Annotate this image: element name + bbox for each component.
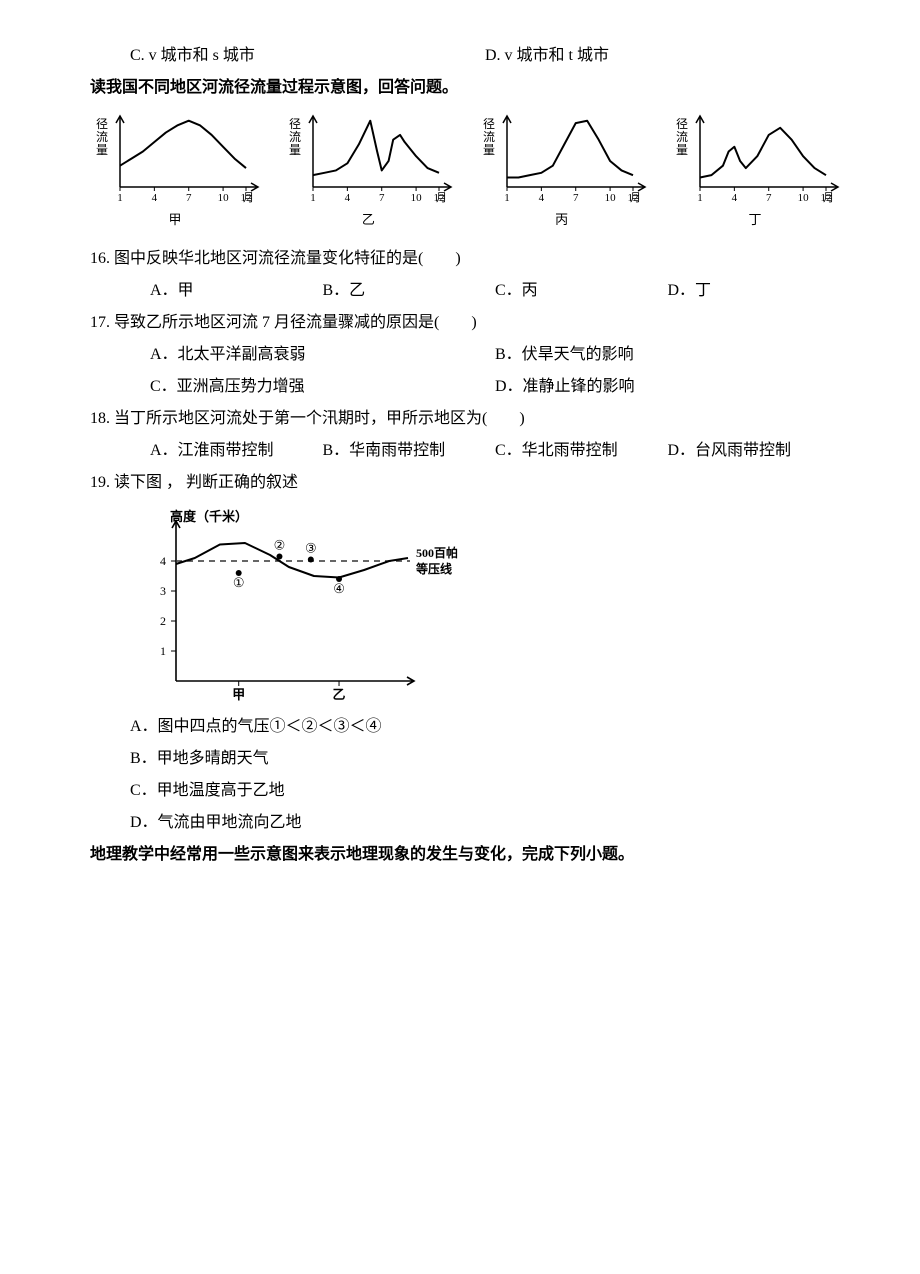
svg-text:流: 流 [289, 130, 301, 144]
q18-option-a: A．江淮雨带控制 [150, 435, 323, 467]
q16-stem: 16. 图中反映华北地区河流径流量变化特征的是( ) [90, 243, 840, 275]
svg-text:4: 4 [538, 192, 544, 204]
svg-text:径: 径 [289, 117, 301, 131]
svg-text:流: 流 [483, 130, 495, 144]
q19-stem: 19. 读下图 ， 判断正确的叙述 [90, 467, 840, 499]
svg-text:乙: 乙 [333, 687, 346, 702]
svg-text:4: 4 [345, 192, 351, 204]
q18-option-d: D．台风雨带控制 [668, 435, 841, 467]
svg-text:1: 1 [117, 192, 123, 204]
q19-option-b: B．甲地多晴朗天气 [90, 743, 840, 775]
svg-text:③: ③ [305, 541, 317, 556]
svg-text:10: 10 [411, 192, 423, 204]
q19-option-a: A．图中四点的气压①＜②＜③＜④ [90, 711, 840, 743]
svg-text:量: 量 [289, 143, 301, 157]
svg-text:月: 月 [436, 192, 447, 204]
q17-option-a: A．北太平洋副高衰弱 [150, 339, 495, 371]
svg-text:甲: 甲 [232, 687, 245, 702]
svg-text:1: 1 [504, 192, 510, 204]
svg-text:7: 7 [766, 192, 772, 204]
svg-text:4: 4 [152, 192, 158, 204]
svg-text:径: 径 [483, 117, 495, 131]
svg-text:径: 径 [676, 117, 688, 131]
svg-text:4: 4 [160, 554, 166, 568]
runoff-chart-ding: 径流量1471012月 丁 [670, 110, 840, 233]
svg-text:流: 流 [676, 130, 688, 144]
svg-text:流: 流 [96, 130, 108, 144]
runoff-chart-yi-svg: 径流量1471012月 [283, 110, 453, 205]
chart-label-jia: 甲 [168, 207, 181, 233]
q17-option-c: C．亚洲高压势力增强 [150, 371, 495, 403]
svg-text:3: 3 [160, 584, 166, 598]
svg-text:月: 月 [243, 192, 254, 204]
svg-text:径: 径 [96, 117, 108, 131]
runoff-chart-bing-svg: 径流量1471012月 [477, 110, 647, 205]
q17-option-b: B．伏旱天气的影响 [495, 339, 840, 371]
q16-option-a: A．甲 [150, 275, 323, 307]
svg-text:10: 10 [604, 192, 616, 204]
runoff-chart-ding-svg: 径流量1471012月 [670, 110, 840, 205]
q18-option-c: C．华北雨带控制 [495, 435, 668, 467]
svg-text:1: 1 [311, 192, 317, 204]
prev-option-d: D. v 城市和 t 城市 [485, 40, 840, 72]
svg-text:月: 月 [823, 192, 834, 204]
runoff-chart-bing: 径流量1471012月 丙 [477, 110, 647, 233]
q19-figure-wrap: 高度（千米） 1 2 3 4 甲 乙 500百帕等压线 ① ② ③ ④ [130, 505, 840, 705]
svg-text:10: 10 [218, 192, 230, 204]
q19-option-d: D．气流由甲地流向乙地 [90, 807, 840, 839]
svg-text:500百帕: 500百帕 [416, 545, 458, 560]
svg-text:等压线: 等压线 [415, 561, 452, 576]
q17-options-row2: C．亚洲高压势力增强 D．准静止锋的影响 [90, 371, 840, 403]
svg-text:量: 量 [676, 143, 688, 157]
svg-text:月: 月 [630, 192, 641, 204]
q16-option-c: C．丙 [495, 275, 668, 307]
q19-figure-svg: 高度（千米） 1 2 3 4 甲 乙 500百帕等压线 ① ② ③ ④ [130, 505, 470, 705]
section-intro-rivers: 读我国不同地区河流径流量过程示意图，回答问题。 [90, 72, 840, 104]
q17-stem: 17. 导致乙所示地区河流 7 月径流量骤减的原因是( ) [90, 307, 840, 339]
q16-option-b: B．乙 [323, 275, 496, 307]
chart-label-bing: 丙 [555, 207, 568, 233]
svg-text:1: 1 [697, 192, 703, 204]
svg-text:1: 1 [160, 644, 166, 658]
runoff-charts-row: 径流量1471012月 甲 径流量1471012月 乙 径流量1471012月 … [90, 110, 840, 233]
svg-text:②: ② [274, 538, 286, 553]
q18-stem: 18. 当丁所示地区河流处于第一个汛期时，甲所示地区为( ) [90, 403, 840, 435]
svg-text:7: 7 [573, 192, 579, 204]
q17-options-row1: A．北太平洋副高衰弱 B．伏旱天气的影响 [90, 339, 840, 371]
q19-option-c: C．甲地温度高于乙地 [90, 775, 840, 807]
prev-option-c: C. v 城市和 s 城市 [130, 40, 485, 72]
section-intro-diagrams: 地理教学中经常用一些示意图来表示地理现象的发生与变化，完成下列小题。 [90, 839, 840, 871]
q17-option-d: D．准静止锋的影响 [495, 371, 840, 403]
svg-text:①: ① [233, 575, 245, 590]
prev-question-options: C. v 城市和 s 城市 D. v 城市和 t 城市 [90, 40, 840, 72]
svg-text:7: 7 [379, 192, 385, 204]
svg-text:量: 量 [483, 143, 495, 157]
svg-text:7: 7 [186, 192, 192, 204]
q18-option-b: B．华南雨带控制 [323, 435, 496, 467]
svg-text:高度（千米）: 高度（千米） [170, 509, 248, 524]
svg-text:④: ④ [333, 581, 345, 596]
svg-text:2: 2 [160, 614, 166, 628]
q16-option-d: D．丁 [668, 275, 841, 307]
runoff-chart-jia: 径流量1471012月 甲 [90, 110, 260, 233]
q18-options: A．江淮雨带控制 B．华南雨带控制 C．华北雨带控制 D．台风雨带控制 [90, 435, 840, 467]
svg-text:4: 4 [732, 192, 738, 204]
runoff-chart-jia-svg: 径流量1471012月 [90, 110, 260, 205]
svg-text:10: 10 [798, 192, 810, 204]
svg-text:量: 量 [96, 143, 108, 157]
chart-label-ding: 丁 [748, 207, 761, 233]
q16-options: A．甲 B．乙 C．丙 D．丁 [90, 275, 840, 307]
chart-label-yi: 乙 [362, 207, 375, 233]
runoff-chart-yi: 径流量1471012月 乙 [283, 110, 453, 233]
